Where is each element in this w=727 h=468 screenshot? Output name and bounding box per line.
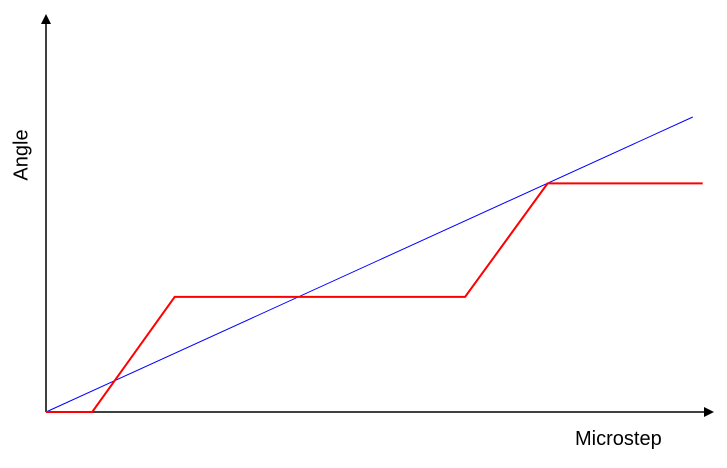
red-series-line xyxy=(46,182,703,413)
x-axis-label: Microstep xyxy=(575,428,662,450)
y-axis-label: Angle xyxy=(10,129,33,181)
blue-series-line xyxy=(45,116,694,413)
series-layer xyxy=(45,116,703,413)
